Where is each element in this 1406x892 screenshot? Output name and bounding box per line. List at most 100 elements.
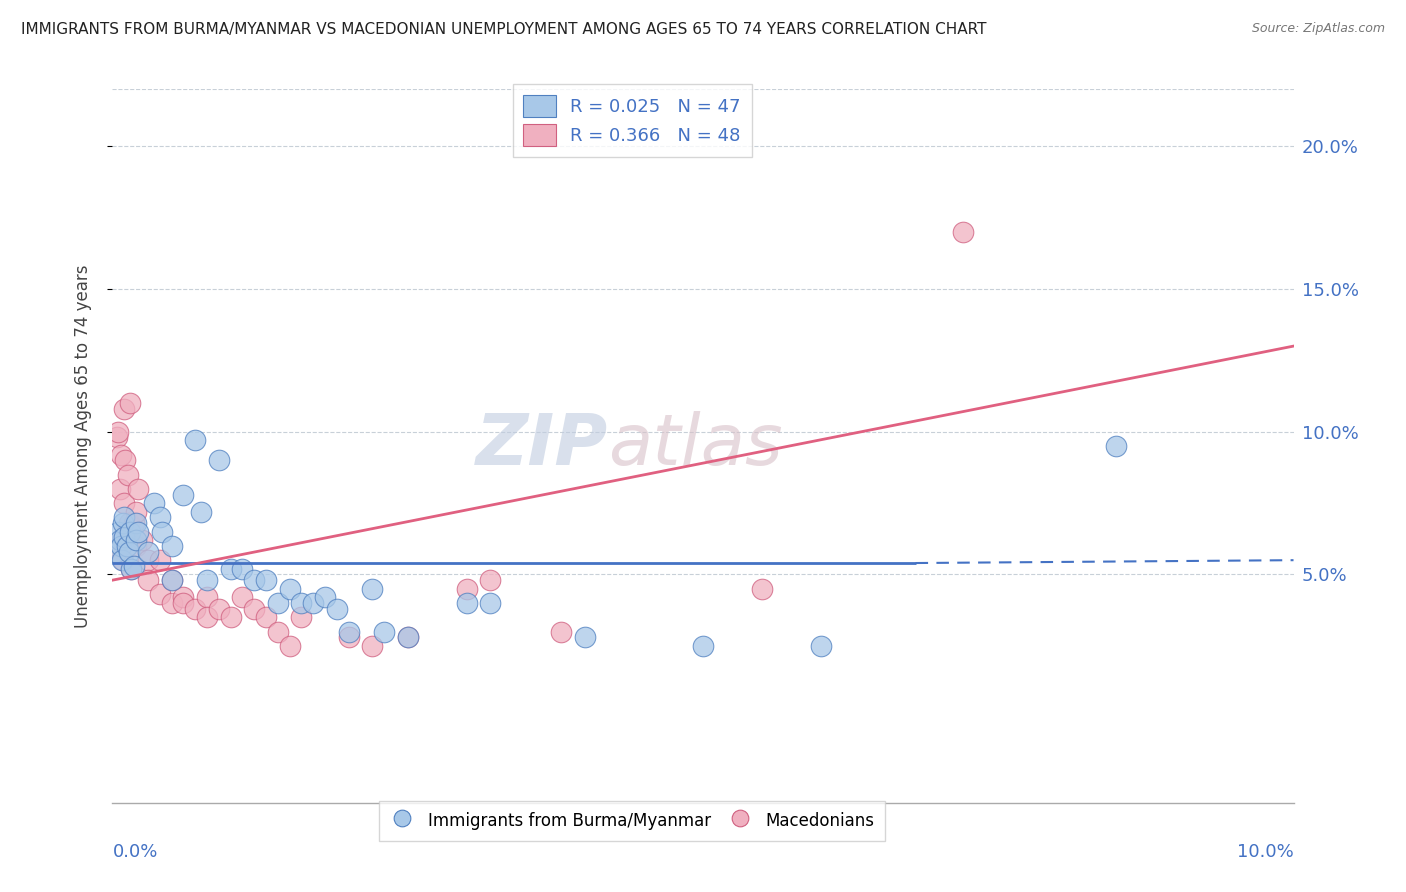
Point bbox=[125, 516, 148, 530]
Text: ZIP: ZIP bbox=[477, 411, 609, 481]
Text: atlas: atlas bbox=[609, 411, 783, 481]
Point bbox=[125, 533, 148, 548]
Point bbox=[122, 516, 145, 530]
Point bbox=[456, 582, 478, 596]
Point bbox=[751, 582, 773, 596]
Point bbox=[120, 396, 142, 410]
Point bbox=[118, 544, 141, 558]
Point bbox=[108, 533, 131, 548]
Point bbox=[243, 601, 266, 615]
Point bbox=[479, 596, 502, 610]
Text: 10.0%: 10.0% bbox=[1237, 843, 1294, 861]
Point bbox=[108, 482, 131, 496]
Point bbox=[219, 562, 242, 576]
Point bbox=[136, 573, 159, 587]
Point bbox=[172, 591, 194, 605]
Point bbox=[195, 591, 218, 605]
Point bbox=[112, 530, 135, 544]
Point bbox=[120, 562, 142, 576]
Point bbox=[337, 624, 360, 639]
Point bbox=[160, 596, 183, 610]
Point bbox=[122, 558, 145, 573]
Point bbox=[396, 630, 419, 644]
Point bbox=[107, 524, 129, 539]
Point bbox=[361, 582, 384, 596]
Point bbox=[115, 539, 138, 553]
Legend: Immigrants from Burma/Myanmar, Macedonians: Immigrants from Burma/Myanmar, Macedonia… bbox=[380, 800, 884, 841]
Point bbox=[118, 516, 141, 530]
Point bbox=[149, 553, 172, 567]
Point bbox=[172, 487, 194, 501]
Point bbox=[114, 453, 136, 467]
Point bbox=[456, 596, 478, 610]
Point bbox=[195, 610, 218, 624]
Point bbox=[208, 601, 231, 615]
Point bbox=[231, 591, 253, 605]
Point bbox=[692, 639, 714, 653]
Point bbox=[479, 573, 502, 587]
Point bbox=[160, 573, 183, 587]
Point bbox=[267, 596, 290, 610]
Point bbox=[326, 601, 349, 615]
Point bbox=[373, 624, 395, 639]
Text: 0.0%: 0.0% bbox=[112, 843, 157, 861]
Point bbox=[111, 553, 134, 567]
Point bbox=[172, 596, 194, 610]
Point bbox=[396, 630, 419, 644]
Point bbox=[1105, 439, 1128, 453]
Point bbox=[361, 639, 384, 653]
Point bbox=[267, 624, 290, 639]
Point bbox=[254, 573, 277, 587]
Point bbox=[111, 533, 134, 548]
Point bbox=[150, 524, 173, 539]
Point bbox=[105, 539, 128, 553]
Point bbox=[574, 630, 596, 644]
Point bbox=[136, 553, 159, 567]
Text: IMMIGRANTS FROM BURMA/MYANMAR VS MACEDONIAN UNEMPLOYMENT AMONG AGES 65 TO 74 YEA: IMMIGRANTS FROM BURMA/MYANMAR VS MACEDON… bbox=[21, 22, 987, 37]
Point bbox=[243, 573, 266, 587]
Point bbox=[302, 596, 325, 610]
Point bbox=[810, 639, 832, 653]
Point bbox=[208, 453, 231, 467]
Point bbox=[117, 467, 139, 482]
Point bbox=[104, 544, 127, 558]
Point bbox=[142, 496, 165, 510]
Point bbox=[149, 510, 172, 524]
Point bbox=[160, 573, 183, 587]
Point bbox=[112, 496, 135, 510]
Point bbox=[127, 524, 149, 539]
Point bbox=[112, 401, 135, 416]
Point bbox=[190, 505, 212, 519]
Point bbox=[278, 582, 301, 596]
Point bbox=[290, 596, 312, 610]
Point bbox=[231, 562, 253, 576]
Point bbox=[337, 630, 360, 644]
Point bbox=[105, 430, 128, 444]
Point bbox=[184, 601, 207, 615]
Point bbox=[112, 553, 135, 567]
Point bbox=[110, 448, 132, 462]
Point bbox=[125, 539, 148, 553]
Point bbox=[314, 591, 336, 605]
Point bbox=[195, 573, 218, 587]
Point bbox=[160, 539, 183, 553]
Point bbox=[184, 434, 207, 448]
Point bbox=[219, 610, 242, 624]
Point bbox=[120, 524, 142, 539]
Point bbox=[131, 533, 153, 548]
Point bbox=[112, 516, 135, 530]
Point bbox=[105, 544, 128, 558]
Point bbox=[290, 610, 312, 624]
Point bbox=[550, 624, 572, 639]
Point bbox=[120, 562, 142, 576]
Point bbox=[127, 482, 149, 496]
Point bbox=[110, 539, 132, 553]
Point bbox=[136, 544, 159, 558]
Point bbox=[952, 225, 974, 239]
Point bbox=[125, 505, 148, 519]
Point bbox=[149, 587, 172, 601]
Point bbox=[115, 524, 138, 539]
Point bbox=[278, 639, 301, 653]
Point bbox=[107, 425, 129, 439]
Y-axis label: Unemployment Among Ages 65 to 74 years: Unemployment Among Ages 65 to 74 years bbox=[73, 264, 91, 628]
